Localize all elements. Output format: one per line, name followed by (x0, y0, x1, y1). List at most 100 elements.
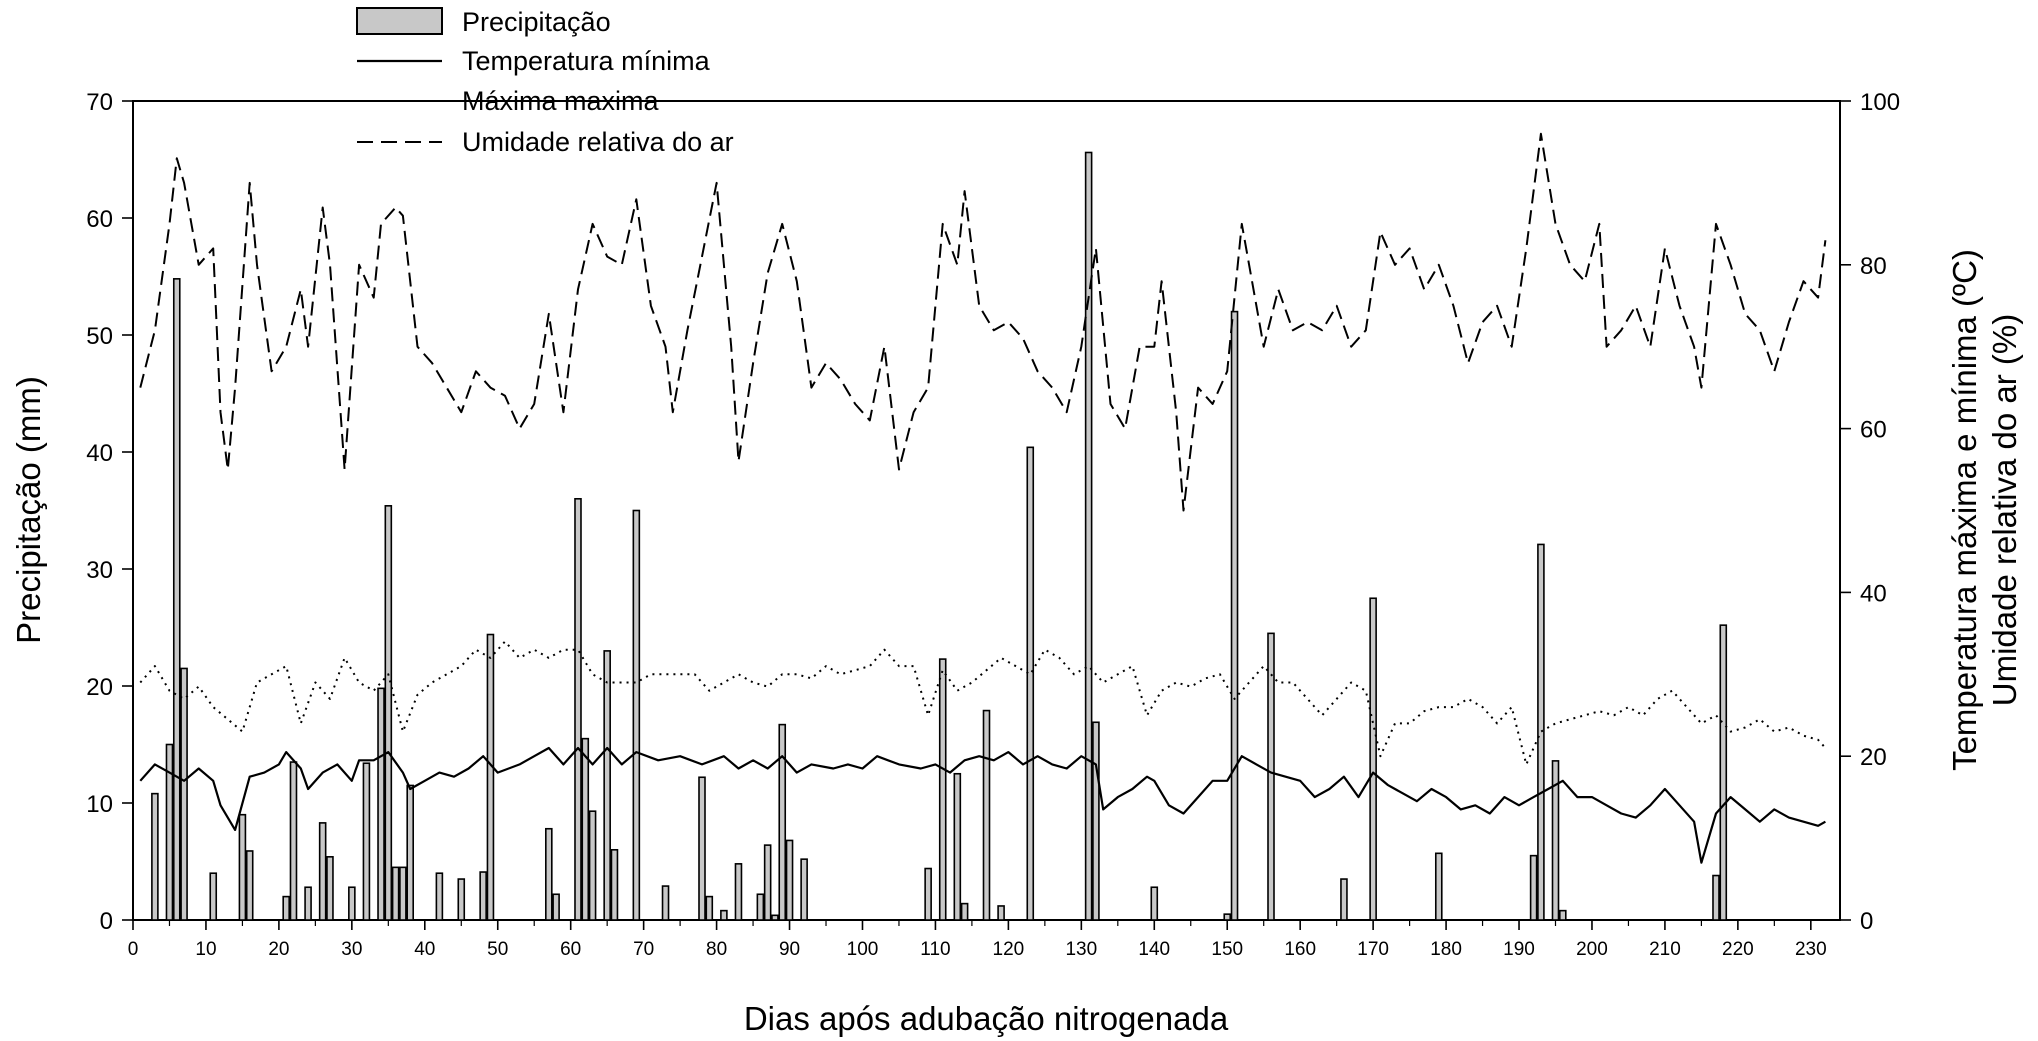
x-tick-label: 80 (706, 939, 727, 960)
precipitation-bar (763, 844, 772, 921)
precipitation-bar (245, 850, 254, 921)
x-tick-label: 40 (414, 939, 435, 960)
x-tick-label: 100 (847, 939, 879, 960)
x-tick-label: 210 (1649, 939, 1681, 960)
x-tick-label: 160 (1284, 939, 1316, 960)
temp-min-line (139, 746, 1826, 864)
precipitation-bar (785, 839, 794, 921)
x-tick-label: 110 (920, 939, 950, 960)
x-tick-label: 220 (1722, 939, 1754, 960)
precipitation-bar (1558, 909, 1567, 921)
precipitation-bar (304, 886, 312, 921)
legend: Precipitação Temperatura mínima Máxima m… (356, 7, 734, 157)
precipitation-bar (348, 886, 356, 921)
precipitation-bar (282, 895, 290, 921)
precipitation-bar (1092, 721, 1100, 921)
precipitation-bar (756, 893, 765, 921)
x-tick-label: 0 (128, 939, 139, 960)
precipitation-bar (1340, 878, 1348, 921)
precipitation-bar (938, 658, 947, 921)
precipitation-bar (362, 762, 371, 921)
precipitation-bar (209, 872, 218, 921)
x-tick-label: 20 (268, 939, 289, 960)
precipitation-bar (1026, 446, 1035, 921)
x-tick-label: 140 (1138, 939, 1170, 960)
precipitation-bar (1551, 760, 1560, 921)
precipitation-bar (457, 878, 466, 921)
legend-humidity-label: Umidade relativa do ar (462, 127, 734, 157)
precipitation-bar (238, 813, 247, 921)
precipitation-bar (435, 872, 444, 921)
precipitation-bar (1223, 913, 1232, 921)
precipitation-bar (632, 509, 641, 921)
humidity-line (139, 132, 1827, 512)
precipitation-bar (1150, 886, 1159, 921)
precipitation-bar (165, 743, 174, 921)
precipitation-bar (1434, 852, 1443, 921)
series-lines (139, 132, 1827, 864)
temp-max-line (139, 640, 1827, 766)
left-y-tick-label: 60 (86, 206, 113, 233)
precipitation-bar (479, 871, 487, 921)
precipitation-bar (698, 776, 706, 921)
precipitation-bar (982, 709, 991, 921)
precipitation-bar (172, 278, 181, 921)
precipitation-bar (399, 866, 407, 921)
precipitation-bar (720, 909, 728, 921)
right-y-tick-label: 20 (1860, 744, 1887, 771)
precipitation-bar (734, 863, 743, 921)
precipitation-bar (1529, 854, 1538, 921)
precipitation-bar (1719, 624, 1728, 921)
precipitation-bar (588, 810, 597, 921)
x-tick-label: 200 (1576, 939, 1608, 960)
left-y-axis-title: Precipitação (mm) (10, 376, 47, 644)
right-y-tick-label: 40 (1860, 580, 1887, 607)
x-tick-label: 50 (487, 939, 508, 960)
left-y-tick-label: 70 (86, 89, 113, 116)
x-tick-label: 30 (341, 939, 362, 960)
precipitation-bar (1230, 310, 1239, 921)
precipitation-bars (151, 151, 1728, 921)
precipitation-bar (953, 772, 962, 921)
x-tick-label: 230 (1795, 939, 1827, 960)
precipitation-bar (486, 633, 495, 921)
left-y-tick-label: 50 (86, 323, 113, 350)
precipitation-bar (771, 914, 779, 921)
right-y-tick-label: 80 (1860, 253, 1887, 280)
right-y-tick-label: 0 (1860, 908, 1873, 935)
x-tick-label: 180 (1430, 939, 1462, 960)
precipitation-bar (924, 867, 932, 921)
x-axis: 0 10 20 30 40 50 60 70 80 90 100 110 120 130 140 150 160… (128, 920, 1827, 960)
left-y-tick-label: 10 (86, 791, 113, 818)
x-tick-label: 130 (1065, 939, 1097, 960)
legend-precipitation-label: Precipitação (462, 7, 611, 37)
left-y-tick-label: 30 (86, 557, 113, 584)
precipitation-bar (997, 905, 1005, 921)
precipitation-bar (1712, 874, 1720, 921)
precipitation-bar (800, 858, 808, 921)
left-y-tick-label: 0 (100, 908, 113, 935)
left-y-tick-label: 20 (86, 674, 113, 701)
precipitation-bar (603, 650, 611, 921)
precipitation-bar (391, 866, 400, 921)
precipitation-bar (581, 737, 590, 921)
x-tick-label: 190 (1503, 939, 1535, 960)
x-axis-title: Dias após adubação nitrogenada (744, 1000, 1229, 1037)
left-y-axis: 0 10 20 30 40 50 60 70 (86, 89, 133, 935)
x-tick-label: 10 (195, 939, 216, 960)
precipitation-bar (1084, 151, 1093, 921)
precipitation-bar (610, 848, 619, 921)
precipitation-bar (289, 761, 298, 921)
right-y-tick-label: 60 (1860, 417, 1887, 444)
precipitation-bar (545, 827, 553, 921)
precipitation-bar (778, 723, 787, 921)
legend-temp-min-label: Temperatura mínima (462, 46, 711, 76)
precipitation-bar (377, 687, 385, 921)
x-tick-label: 90 (779, 939, 800, 960)
precipitation-bar (326, 856, 334, 921)
precipitation-bar (960, 902, 969, 921)
precipitation-bar (1369, 597, 1377, 921)
x-tick-label: 170 (1357, 939, 1389, 960)
right-y-axis-title-line1: Temperatura máxima e mínima (ºC) (1946, 249, 1983, 771)
left-y-tick-label: 40 (86, 440, 113, 467)
